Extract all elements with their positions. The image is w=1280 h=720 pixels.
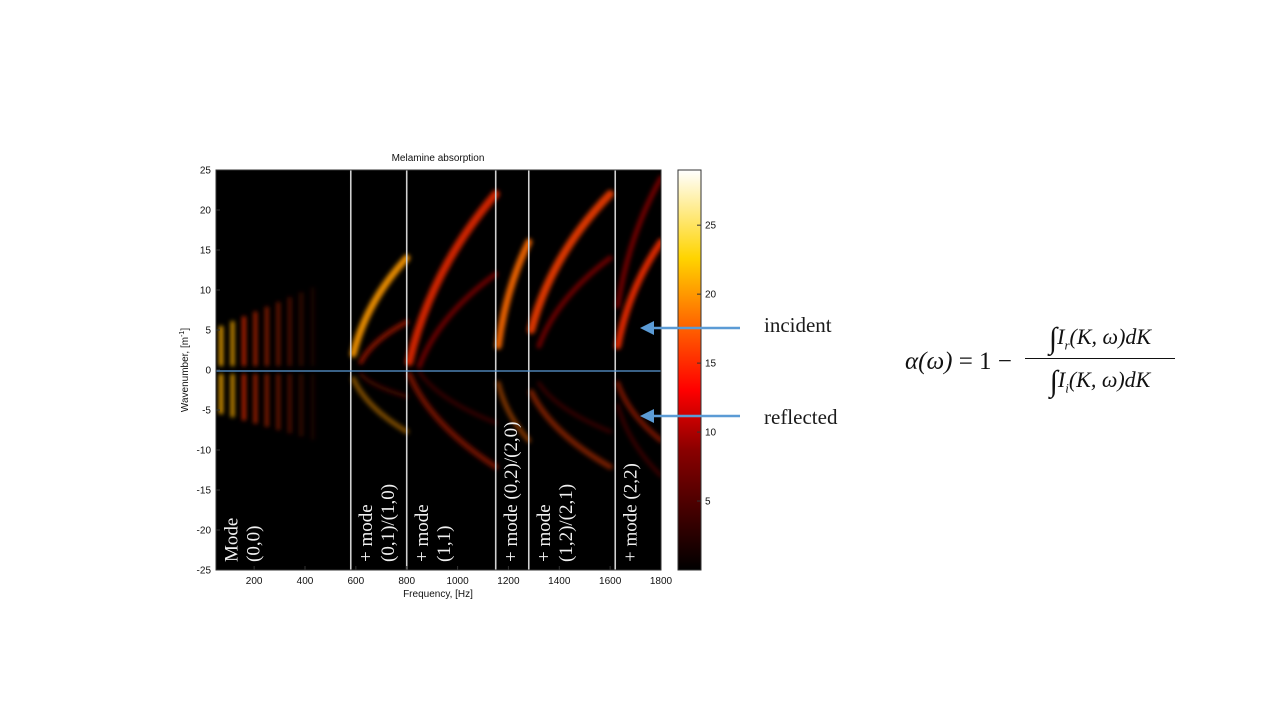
x-tick-label: 1600 (599, 576, 622, 587)
y-tick-label: 25 (200, 166, 212, 177)
reflected-label: reflected (764, 405, 838, 429)
absorption-formula: α(ω) = 1 − ∫Ir(K, ω)dK ∫Ii(K, ω)dK (905, 318, 1185, 418)
formula-lhs: α(ω) = 1 − (905, 348, 1012, 375)
x-tick-label: 1000 (446, 576, 469, 587)
y-axis-label: Wavenumber, [m-1] (179, 328, 191, 412)
chart-title: Melamine absorption (392, 153, 485, 164)
x-tick-label: 1200 (497, 576, 520, 587)
formula-fraction: ∫Ir(K, ω)dK ∫Ii(K, ω)dK (1025, 318, 1175, 399)
reflected-arrow (640, 409, 740, 423)
x-tick-label: 200 (246, 576, 263, 587)
x-axis-label: Frequency, [Hz] (403, 589, 473, 600)
y-tick-label: 0 (205, 366, 211, 377)
y-tick-label: 15 (200, 246, 212, 257)
mode-label: + mode(1,2)/(2,1) (534, 484, 577, 562)
y-tick-label: -10 (197, 446, 212, 457)
mode-label: + mode(1,1) (412, 504, 455, 562)
heatmap-intensity-layer (219, 175, 661, 478)
plot-background (216, 170, 661, 570)
mode-label: + mode (2,2) (621, 463, 642, 562)
incident-arrow (640, 321, 740, 335)
x-tick-label: 800 (398, 576, 415, 587)
mode-label: Mode(0,0) (221, 518, 264, 562)
y-tick-label: -25 (197, 566, 212, 577)
x-tick-label: 1800 (650, 576, 673, 587)
mode-divider-lines (349, 170, 617, 570)
y-tick-label: -15 (197, 486, 212, 497)
fraction-bar (1025, 358, 1175, 359)
incident-label: incident (764, 313, 832, 337)
colorbar (677, 169, 702, 571)
mode-label: + mode(0,1)/(1,0) (356, 484, 399, 562)
mode-label: + mode (0,2)/(2,0) (501, 421, 522, 562)
y-axis-ticks: 25 20 15 10 5 0 -5 -10 -15 -20 -25 (197, 166, 220, 577)
x-axis-ticks: 200 400 600 800 1000 1200 1400 1600 1800 (246, 566, 673, 587)
colorbar-tick-label: 15 (705, 359, 717, 370)
colorbar-tick-label: 5 (705, 497, 711, 508)
colorbar-tick-label: 10 (705, 428, 717, 439)
x-tick-label: 600 (348, 576, 365, 587)
y-tick-label: -5 (202, 406, 211, 417)
heatmap-bands (219, 175, 661, 478)
x-tick-label: 1400 (548, 576, 571, 587)
y-tick-label: 10 (200, 286, 212, 297)
formula-denominator: ∫Ii(K, ω)dK (1049, 365, 1151, 398)
formula-numerator: ∫Ir(K, ω)dK (1048, 322, 1152, 355)
colorbar-tick-label: 25 (705, 221, 717, 232)
y-tick-label: 5 (205, 326, 211, 337)
y-tick-label: 20 (200, 206, 212, 217)
mode-labels: Mode(0,0) + mode(0,1)/(1,0) + mode(1,1) + m… (221, 421, 641, 562)
x-tick-label: 400 (297, 576, 314, 587)
y-tick-label: -20 (197, 526, 212, 537)
colorbar-tick-label: 20 (705, 290, 717, 301)
colorbar-ticks: 25 20 15 10 5 (697, 221, 717, 508)
